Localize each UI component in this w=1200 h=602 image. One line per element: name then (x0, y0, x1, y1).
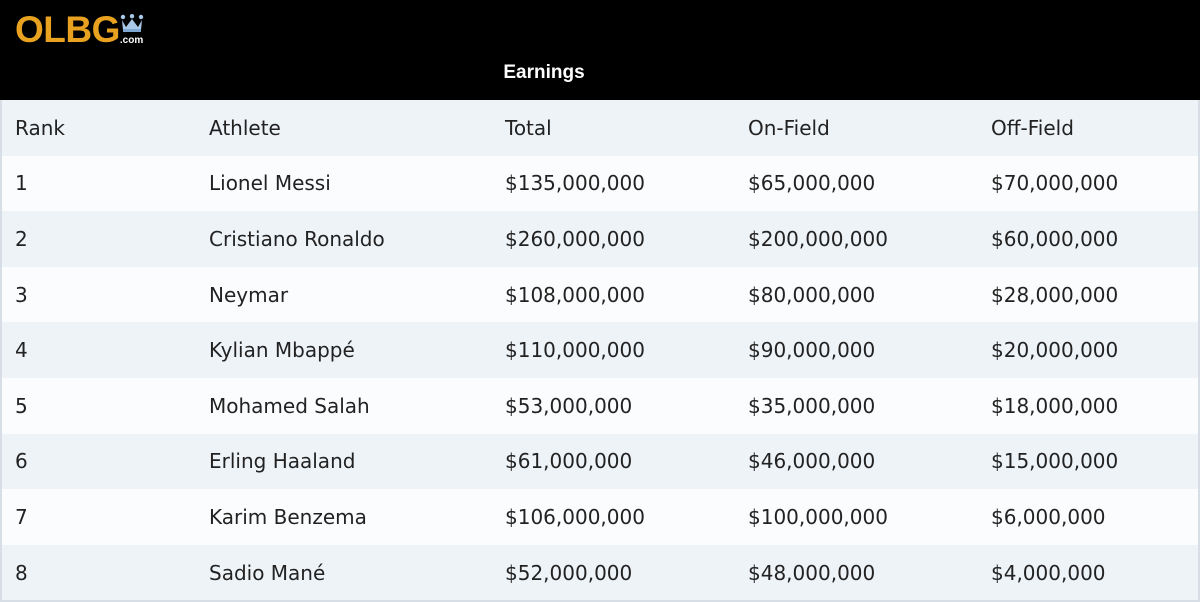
table-row: 1 Lionel Messi $135,000,000 $65,000,000 … (2, 155, 1198, 212)
logo-suffix: .com (119, 35, 144, 46)
table-row: 3 Neymar $108,000,000 $80,000,000 $28,00… (2, 266, 1198, 323)
crown-icon (120, 14, 144, 32)
cell-athlete: Kylian Mbappé (209, 338, 355, 363)
table-caption: Earnings (503, 62, 585, 83)
table-row: 6 Erling Haaland $61,000,000 $46,000,000… (2, 433, 1198, 490)
table-row: 5 Mohamed Salah $53,000,000 $35,000,000 … (2, 377, 1198, 434)
column-header-athlete: Athlete (209, 115, 281, 140)
cell-total: $106,000,000 (505, 504, 645, 529)
table-border-right (1198, 100, 1200, 602)
cell-on-field: $65,000,000 (748, 171, 876, 196)
table-row: 2 Cristiano Ronaldo $260,000,000 $200,00… (2, 211, 1198, 267)
cell-off-field: $20,000,000 (991, 338, 1119, 363)
logo-wordmark: OLBG (15, 9, 120, 50)
earnings-table: Rank Athlete Total On-Field Off-Field 1 … (2, 100, 1198, 601)
cell-off-field: $15,000,000 (991, 449, 1119, 474)
cell-athlete: Mohamed Salah (209, 393, 370, 418)
cell-on-field: $48,000,000 (748, 560, 876, 585)
column-header-rank: Rank (15, 115, 65, 140)
cell-rank: 3 (15, 282, 28, 307)
cell-rank: 1 (15, 171, 28, 196)
table-border-left (0, 100, 2, 602)
column-header-total: Total (505, 115, 552, 140)
column-header-on-field: On-Field (748, 115, 830, 140)
cell-on-field: $80,000,000 (748, 282, 876, 307)
cell-total: $110,000,000 (505, 338, 645, 363)
table-row: 7 Karim Benzema $106,000,000 $100,000,00… (2, 489, 1198, 545)
table-header-bar: OLBG .com Earnings (0, 0, 1200, 100)
cell-total: $135,000,000 (505, 171, 645, 196)
cell-athlete: Sadio Mané (209, 560, 326, 585)
column-header-off-field: Off-Field (991, 115, 1074, 140)
cell-on-field: $90,000,000 (748, 338, 876, 363)
cell-on-field: $46,000,000 (748, 449, 876, 474)
table-row: 8 Sadio Mané $52,000,000 $48,000,000 $4,… (2, 544, 1198, 601)
cell-off-field: $4,000,000 (991, 560, 1106, 585)
cell-athlete: Lionel Messi (209, 171, 331, 196)
table-border-bottom (0, 600, 1200, 602)
cell-off-field: $28,000,000 (991, 282, 1119, 307)
cell-athlete: Erling Haaland (209, 449, 356, 474)
cell-rank: 5 (15, 393, 28, 418)
cell-rank: 2 (15, 226, 28, 251)
cell-on-field: $200,000,000 (748, 226, 888, 251)
cell-off-field: $6,000,000 (991, 504, 1106, 529)
cell-total: $52,000,000 (505, 560, 633, 585)
cell-rank: 8 (15, 560, 28, 585)
cell-off-field: $18,000,000 (991, 393, 1119, 418)
cell-athlete: Neymar (209, 282, 289, 307)
cell-off-field: $60,000,000 (991, 226, 1119, 251)
cell-total: $53,000,000 (505, 393, 633, 418)
table-row: 4 Kylian Mbappé $110,000,000 $90,000,000… (2, 322, 1198, 378)
cell-athlete: Cristiano Ronaldo (209, 226, 385, 251)
cell-total: $108,000,000 (505, 282, 645, 307)
cell-off-field: $70,000,000 (991, 171, 1119, 196)
table-header-row: Rank Athlete Total On-Field Off-Field (2, 100, 1198, 156)
cell-rank: 7 (15, 504, 28, 529)
cell-total: $61,000,000 (505, 449, 633, 474)
cell-rank: 6 (15, 449, 28, 474)
olbg-logo[interactable]: OLBG .com (15, 10, 144, 50)
cell-on-field: $100,000,000 (748, 504, 888, 529)
cell-rank: 4 (15, 338, 28, 363)
cell-athlete: Karim Benzema (209, 504, 367, 529)
cell-total: $260,000,000 (505, 226, 645, 251)
cell-on-field: $35,000,000 (748, 393, 876, 418)
